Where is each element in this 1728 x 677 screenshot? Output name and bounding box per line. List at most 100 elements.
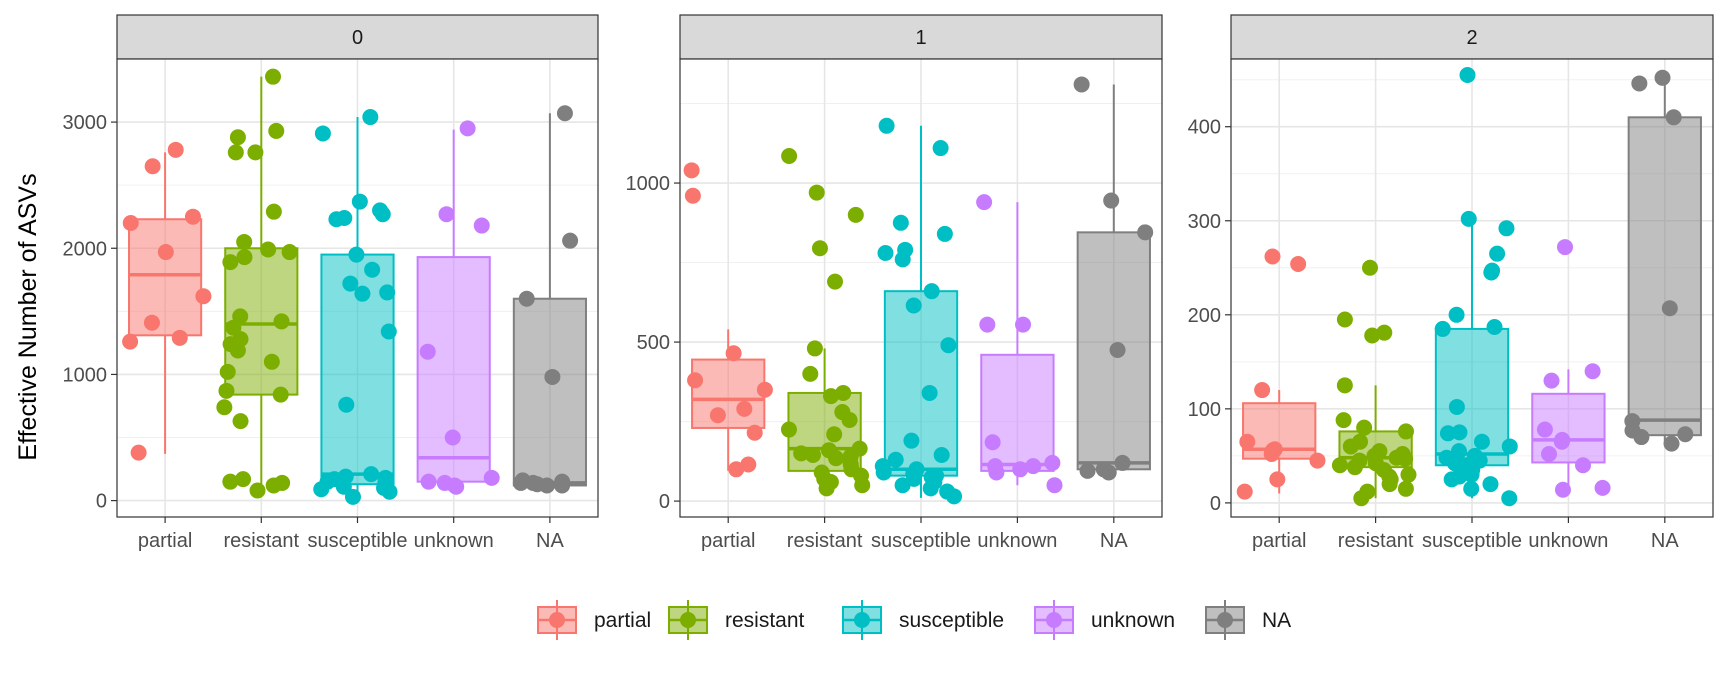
box-NA [1627, 79, 1702, 445]
data-point [808, 184, 825, 201]
data-point [1448, 306, 1465, 323]
data-point [905, 297, 922, 314]
data-point [232, 413, 249, 430]
facet-panel-2: 2 0 100 200 300 400 partial resistant susceptibl… [1188, 14, 1714, 552]
box-iqr [691, 358, 766, 429]
data-point [1364, 327, 1381, 344]
points-partial [683, 162, 773, 478]
data-point [887, 451, 904, 468]
y-tick-label: 300 [1188, 211, 1221, 233]
data-point [1463, 480, 1480, 497]
data-point [1501, 438, 1518, 455]
data-point [512, 474, 529, 491]
data-point [1114, 454, 1131, 471]
data-point [1663, 435, 1680, 452]
data-point [1263, 445, 1280, 462]
data-point [459, 120, 476, 137]
data-point [728, 461, 745, 478]
legend-entry-partial: partial [537, 600, 651, 640]
data-point [1536, 421, 1553, 438]
box-susceptible [883, 125, 959, 498]
box-iqr [1627, 116, 1702, 437]
box-partial [691, 329, 766, 471]
points-NA [1073, 76, 1154, 481]
data-point [556, 105, 573, 122]
data-point [976, 194, 993, 211]
data-point [420, 473, 437, 490]
y-tick-label: 0 [1210, 493, 1221, 515]
data-point [222, 254, 239, 271]
data-point [122, 333, 139, 350]
data-point [1353, 490, 1370, 507]
data-point [1269, 471, 1286, 488]
data-point [338, 396, 355, 413]
box-partial [1242, 390, 1317, 494]
x-tick-label-NA: NA [1651, 530, 1679, 552]
facet-strip-0 [116, 14, 599, 60]
data-point [544, 368, 561, 385]
data-point [903, 432, 920, 449]
facet-panel-0: 0 0 1000 2000 3000 partial resistant susceptibl… [63, 14, 599, 552]
data-point [1677, 426, 1694, 443]
legend-key-point [854, 612, 870, 628]
data-point [1336, 311, 1353, 328]
x-tick-label-unknown: unknown [414, 530, 494, 552]
facet-strip-2 [1230, 14, 1714, 60]
points-NA [1624, 69, 1694, 452]
points-unknown [976, 194, 1063, 494]
data-point [1594, 479, 1611, 496]
data-point [946, 488, 963, 505]
data-point [940, 337, 957, 354]
data-point [988, 464, 1005, 481]
data-point [922, 480, 939, 497]
y-tick-label: 1000 [63, 364, 108, 386]
data-point [806, 340, 823, 357]
data-point [1239, 433, 1256, 450]
data-point [235, 471, 252, 488]
data-point [878, 117, 895, 134]
data-point [1434, 320, 1451, 337]
data-point [1459, 66, 1476, 83]
x-tick-label-unknown: unknown [977, 530, 1057, 552]
data-point [229, 342, 246, 359]
data-point [348, 246, 365, 263]
data-point [313, 481, 330, 498]
data-point [364, 261, 381, 278]
data-point [1540, 445, 1557, 462]
data-point [381, 483, 398, 500]
data-point [1336, 377, 1353, 394]
data-point [1100, 464, 1117, 481]
data-point [483, 469, 500, 486]
data-point [184, 208, 201, 225]
facet-strip-label-1: 1 [915, 27, 926, 49]
data-point [756, 381, 773, 398]
data-point [894, 251, 911, 268]
box-iqr [1434, 327, 1510, 467]
points-resistant [216, 68, 298, 499]
data-point [725, 345, 742, 362]
data-point [854, 477, 871, 494]
data-point [1015, 316, 1032, 333]
data-point [979, 316, 996, 333]
data-point [1450, 443, 1467, 460]
data-point [195, 288, 212, 305]
data-point [818, 480, 835, 497]
facet-strip-label-0: 0 [352, 27, 363, 49]
data-point [219, 363, 236, 380]
box-iqr [128, 218, 203, 337]
data-point [1397, 450, 1414, 467]
data-point [1400, 466, 1417, 483]
data-point [265, 477, 282, 494]
data-point [1460, 210, 1477, 227]
legend-entry-susceptible: susceptible [842, 600, 1004, 640]
data-point [314, 125, 331, 142]
data-point [1044, 454, 1061, 471]
x-tick-label-susceptible: susceptible [1422, 530, 1522, 552]
data-point [1025, 458, 1042, 475]
data-point [1498, 220, 1515, 237]
data-point [518, 290, 535, 307]
data-point [1335, 412, 1352, 429]
points-susceptible [313, 109, 398, 505]
data-point [236, 249, 253, 266]
y-tick-label: 200 [1188, 305, 1221, 327]
